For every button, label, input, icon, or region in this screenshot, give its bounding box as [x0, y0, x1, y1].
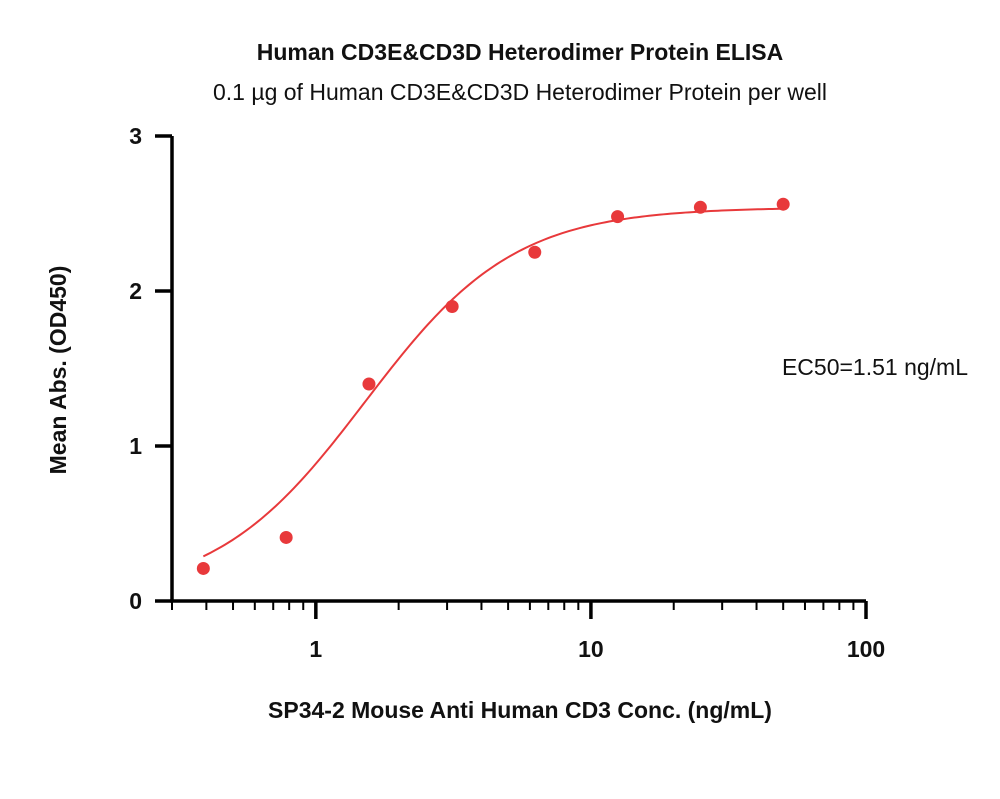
data-point — [528, 245, 542, 259]
x-axis-ticks: 1 10 100 — [171, 601, 885, 662]
y-axis-title: Mean Abs. (OD450) — [45, 266, 71, 475]
data-point — [445, 300, 459, 313]
chart-title: Human CD3E&CD3D Heterodimer Protein ELIS… — [257, 39, 784, 65]
data-point — [693, 200, 707, 214]
data-point — [776, 197, 790, 211]
data-point — [362, 377, 376, 391]
fit-curve — [202, 207, 784, 558]
x-axis-title: SP34-2 Mouse Anti Human CD3 Conc. (ng/mL… — [268, 697, 772, 723]
y-tick-label: 0 — [129, 588, 142, 614]
data-points — [196, 197, 790, 575]
y-axis-ticks: 0 1 2 3 — [129, 123, 172, 614]
data-point — [196, 561, 210, 575]
x-tick-label: 100 — [847, 636, 885, 662]
y-tick-label: 1 — [129, 433, 142, 459]
y-tick-label: 3 — [129, 123, 142, 149]
data-point — [611, 210, 625, 224]
data-point — [279, 530, 293, 544]
x-tick-label: 1 — [309, 636, 322, 662]
x-tick-label: 10 — [578, 636, 604, 662]
y-tick-label: 2 — [129, 278, 142, 304]
ec50-annotation: EC50=1.51 ng/mL — [782, 354, 968, 380]
chart-subtitle: 0.1 µg of Human CD3E&CD3D Heterodimer Pr… — [213, 79, 827, 105]
